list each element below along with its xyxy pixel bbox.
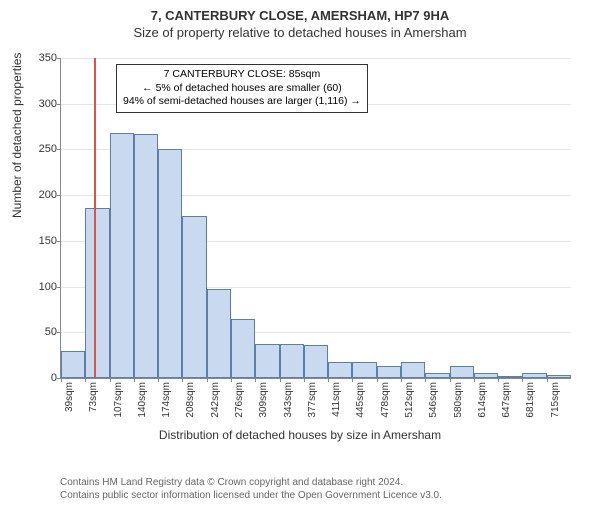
ytick-mark [57,104,61,105]
xtick-mark [280,378,281,382]
histogram-bar [110,133,134,378]
ytick-label: 150 [27,235,57,247]
xtick-mark [255,378,256,382]
ytick-label: 350 [27,52,57,64]
ytick-label: 50 [27,326,57,338]
xtick-mark [377,378,378,382]
plot-region: 05010015020025030035039sqm73sqm107sqm140… [60,58,571,379]
xtick-mark [352,378,353,382]
histogram-bar [207,289,231,378]
xtick-mark [110,378,111,382]
xtick-label: 174sqm [161,382,172,418]
xtick-mark [182,378,183,382]
xtick-label: 73sqm [88,382,99,412]
x-axis-label: Distribution of detached houses by size … [0,428,600,442]
y-axis-label: Number of detached properties [10,53,24,218]
xtick-label: 681sqm [525,382,536,418]
histogram-bar [328,362,352,378]
xtick-mark [304,378,305,382]
xtick-mark [85,378,86,382]
histogram-bar [61,351,85,378]
xtick-mark [158,378,159,382]
xtick-label: 411sqm [331,382,342,417]
xtick-label: 614sqm [477,382,488,418]
page-subtitle: Size of property relative to detached ho… [0,25,600,40]
histogram-bar [401,362,425,378]
xtick-mark [134,378,135,382]
xtick-mark [498,378,499,382]
xtick-label: 39sqm [64,382,75,412]
xtick-label: 276sqm [234,382,245,418]
xtick-label: 343sqm [283,382,294,418]
xtick-label: 445sqm [355,382,366,418]
xtick-mark [328,378,329,382]
page-title: 7, CANTERBURY CLOSE, AMERSHAM, HP7 9HA [0,8,600,23]
footer-line-2: Contains public sector information licen… [60,490,442,503]
xtick-mark [401,378,402,382]
xtick-label: 546sqm [428,382,439,418]
xtick-label: 107sqm [113,382,124,418]
xtick-label: 715sqm [550,382,561,418]
xtick-label: 647sqm [501,382,512,418]
histogram-bar [352,362,376,378]
histogram-bar [450,366,474,378]
ytick-label: 100 [27,281,57,293]
histogram-bar [280,344,304,378]
xtick-label: 478sqm [380,382,391,418]
histogram-bar [158,149,182,378]
histogram-bar [182,216,206,378]
histogram-bar [425,373,449,378]
histogram-bar [85,208,109,378]
histogram-bar [474,373,498,378]
ytick-mark [57,287,61,288]
xtick-mark [425,378,426,382]
annotation-box: 7 CANTERBURY CLOSE: 85sqm← 5% of detache… [116,64,368,113]
annotation-line: 7 CANTERBURY CLOSE: 85sqm [123,68,361,82]
histogram-bar [522,373,546,378]
xtick-label: 242sqm [210,382,221,418]
xtick-mark [207,378,208,382]
histogram-bar [377,366,401,378]
histogram-bar [134,134,158,378]
ytick-label: 300 [27,98,57,110]
xtick-label: 512sqm [404,382,415,418]
property-marker-line [94,58,96,378]
xtick-label: 580sqm [453,382,464,418]
histogram-bar [255,344,279,378]
ytick-label: 200 [27,189,57,201]
annotation-line: ← 5% of detached houses are smaller (60) [123,82,361,96]
xtick-mark [547,378,548,382]
histogram-bar [547,375,571,378]
xtick-label: 208sqm [185,382,196,418]
xtick-label: 309sqm [258,382,269,418]
xtick-mark [474,378,475,382]
histogram-bar [304,345,328,378]
xtick-label: 140sqm [137,382,148,418]
xtick-mark [231,378,232,382]
ytick-mark [57,58,61,59]
gridline [61,58,571,59]
footer-attribution: Contains HM Land Registry data © Crown c… [60,477,442,502]
xtick-mark [522,378,523,382]
xtick-label: 377sqm [307,382,318,418]
xtick-mark [61,378,62,382]
ytick-label: 250 [27,143,57,155]
annotation-line: 94% of semi-detached houses are larger (… [123,95,361,109]
ytick-label: 0 [27,372,57,384]
ytick-mark [57,149,61,150]
ytick-mark [57,195,61,196]
ytick-mark [57,241,61,242]
histogram-bar [498,376,522,378]
ytick-mark [57,332,61,333]
chart-area: 05010015020025030035039sqm73sqm107sqm140… [60,58,570,418]
xtick-mark [450,378,451,382]
histogram-bar [231,319,255,378]
footer-line-1: Contains HM Land Registry data © Crown c… [60,477,442,490]
